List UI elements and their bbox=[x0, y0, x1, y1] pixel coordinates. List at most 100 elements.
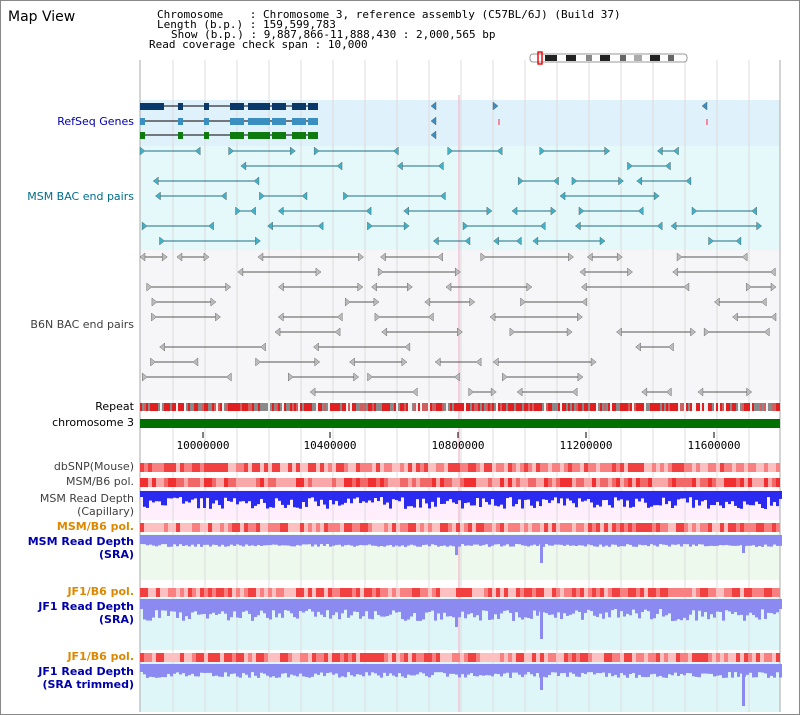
jf1-b6-pol-trim-cell bbox=[568, 653, 572, 662]
jf1-sra-depth bbox=[635, 599, 638, 614]
gene-exon bbox=[140, 103, 164, 110]
msm-sra-depth bbox=[305, 535, 308, 545]
dbsnp-cell bbox=[684, 463, 688, 472]
length-key: Length (b.p.) bbox=[157, 18, 244, 31]
jf1-b6-pol-trim-cell bbox=[576, 653, 580, 662]
bac-end bbox=[151, 297, 158, 307]
repeat-segment bbox=[500, 403, 502, 411]
repeat-segment bbox=[298, 403, 300, 411]
msm-sra-depth bbox=[674, 535, 677, 545]
jf1-b6-pol-trim-cell bbox=[500, 653, 504, 662]
jf1-sra-depth bbox=[512, 599, 515, 621]
dbsnp-cell bbox=[580, 463, 584, 472]
dbsnp-cell bbox=[732, 463, 736, 472]
jf1-b6-pol-trim-cell bbox=[248, 653, 252, 662]
msm-sra-depth bbox=[290, 535, 293, 547]
bac-end bbox=[192, 357, 199, 367]
repeat-segment bbox=[322, 403, 324, 411]
dbsnp-cell bbox=[412, 463, 416, 472]
dbsnp-cell bbox=[312, 463, 316, 472]
repeat-segment bbox=[370, 403, 372, 411]
repeat-segment bbox=[300, 403, 302, 411]
jf1-trim-depth bbox=[725, 664, 728, 678]
msm-sra-depth bbox=[323, 535, 326, 546]
dbsnp-cell bbox=[708, 463, 712, 472]
msm-sra-depth bbox=[758, 535, 761, 546]
jf1-trim-depth bbox=[578, 664, 581, 677]
jf1-trim-depth bbox=[698, 664, 701, 678]
msm-capillary-depth bbox=[221, 491, 224, 509]
msm-capillary-depth bbox=[209, 491, 212, 509]
msm-b6-pol-cell bbox=[604, 478, 608, 487]
dbsnp-cell bbox=[424, 463, 428, 472]
jf1-sra-depth bbox=[308, 599, 311, 610]
msm-b6-pol-sra-cell bbox=[412, 523, 416, 532]
msm-b6-pol-sra-cell bbox=[596, 523, 600, 532]
msm-capillary-depth bbox=[737, 491, 740, 508]
jf1-b6-pol-cell bbox=[232, 588, 236, 597]
msm-capillary-depth bbox=[170, 491, 173, 499]
jf1-b6-pol-cell bbox=[724, 588, 728, 597]
jf1-b6-pol-trim-cell bbox=[148, 653, 152, 662]
jf1-trim-depth bbox=[359, 664, 362, 675]
msm-sra-depth bbox=[605, 535, 608, 546]
msm-sra-depth bbox=[449, 535, 452, 546]
msm-capillary-depth bbox=[692, 491, 695, 508]
jf1-b6-pol-trim-cell bbox=[636, 653, 640, 662]
jf1-trim-depth bbox=[146, 664, 149, 678]
jf1-b6-pol-cell bbox=[568, 588, 572, 597]
jf1-b6-pol-cell bbox=[192, 588, 196, 597]
ideogram-band bbox=[545, 55, 557, 61]
repeat-segment bbox=[740, 403, 742, 411]
msm-capillary-depth bbox=[314, 491, 317, 502]
coverage-key: Read coverage check span bbox=[149, 38, 308, 51]
msm-sra-depth bbox=[212, 535, 215, 545]
jf1-b6-pol-cell bbox=[216, 588, 220, 597]
jf1-trim-depth bbox=[674, 664, 677, 673]
jf1-sra-depth bbox=[347, 599, 350, 618]
msm-b6-pol-sra-cell bbox=[452, 523, 456, 532]
msm-capillary-depth bbox=[578, 491, 581, 499]
msm-capillary-depth bbox=[650, 491, 653, 507]
dbsnp-cell bbox=[760, 463, 764, 472]
jf1-sra-depth bbox=[743, 599, 746, 621]
msm-b6-pol-cell bbox=[436, 478, 440, 487]
dbsnp-cell bbox=[232, 463, 236, 472]
bac-end bbox=[604, 146, 610, 156]
msm-b6-pol-cell bbox=[692, 478, 696, 487]
repeat-segment bbox=[526, 403, 528, 411]
jf1-sra-depth bbox=[425, 599, 428, 613]
msm-b6-pol-cell bbox=[744, 478, 748, 487]
jf1-sra-depth bbox=[362, 599, 365, 617]
dbsnp-cell bbox=[520, 463, 524, 472]
msm-b6-pol-cell bbox=[520, 478, 524, 487]
msm-capillary-depth bbox=[581, 491, 584, 502]
jf1-b6-pol-trim-cell bbox=[436, 653, 440, 662]
jf1-trim-depth bbox=[425, 664, 428, 677]
msm-b6-pol-sra-cell bbox=[276, 523, 280, 532]
repeat-segment bbox=[162, 403, 164, 411]
jf1-sra-depth bbox=[380, 599, 383, 617]
repeat-segment bbox=[230, 403, 232, 411]
msm-b6-pol-cell bbox=[408, 478, 412, 487]
repeat-segment bbox=[572, 403, 574, 411]
jf1-b6-pol-trim-cell bbox=[184, 653, 188, 662]
jf1-b6-pol-trim-cell bbox=[596, 653, 600, 662]
repeat-segment bbox=[462, 403, 464, 411]
jf1-b6-pol-trim-cell bbox=[204, 653, 208, 662]
jf1-b6-pol-cell bbox=[140, 588, 144, 597]
repeat-segment bbox=[190, 403, 192, 411]
dbsnp-cell bbox=[300, 463, 304, 472]
bac-end bbox=[336, 312, 343, 322]
jf1-trim-depth bbox=[338, 664, 341, 678]
bac-end bbox=[142, 372, 148, 382]
show-key: Show (b.p.) bbox=[171, 28, 244, 41]
bac-end bbox=[685, 176, 692, 186]
jf1-sra-depth bbox=[257, 599, 260, 616]
gene-exon bbox=[230, 118, 244, 125]
msm-b6-pol-cell bbox=[404, 478, 408, 487]
repeat-segment bbox=[714, 403, 716, 411]
msm-b6-pol-sra-cell bbox=[416, 523, 420, 532]
jf1-b6-pol-trim-cell bbox=[700, 653, 704, 662]
